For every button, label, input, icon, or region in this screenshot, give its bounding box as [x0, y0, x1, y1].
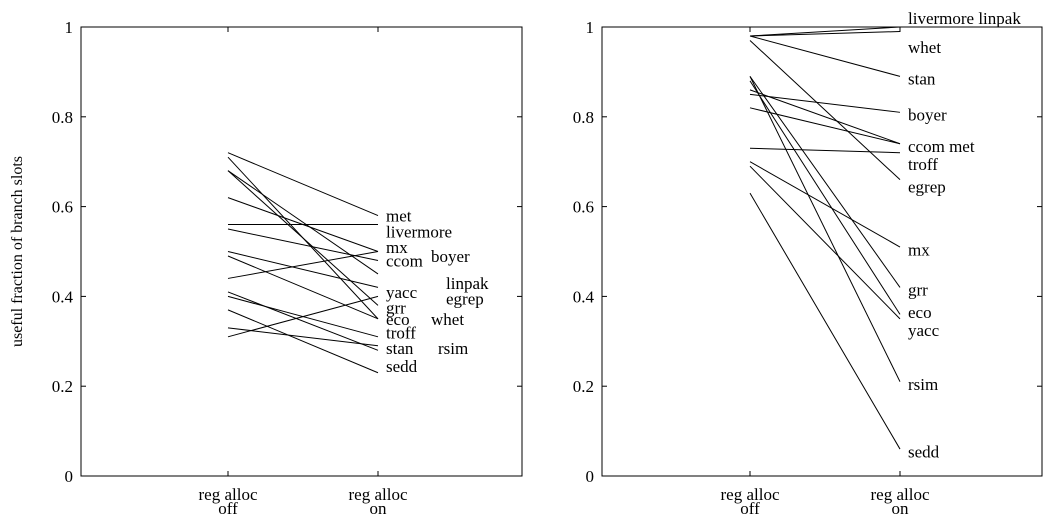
series-line-boyer — [227, 251, 379, 279]
series-line-eco — [227, 255, 379, 320]
y-tick-label: 0.6 — [52, 198, 73, 217]
y-tick-label: 1 — [65, 18, 74, 37]
x-category-label: reg alloc — [199, 485, 258, 504]
series-label-linpak: linpak — [446, 274, 489, 293]
plot-frame — [601, 26, 1043, 477]
series-line-ccom — [749, 89, 901, 145]
x-category-label: reg alloc — [349, 485, 408, 504]
series-label-mx: mx — [386, 238, 408, 257]
series-line-met — [227, 152, 379, 217]
y-tick-label: 0.8 — [573, 108, 594, 127]
series-label-whet: whet — [431, 310, 464, 329]
series-label-boyer: boyer — [431, 247, 470, 266]
x-category-label: reg alloc — [871, 485, 930, 504]
series-line-yacc — [227, 251, 379, 288]
y-tick-label: 0.2 — [573, 377, 594, 396]
series-label: troff — [908, 155, 938, 174]
x-category-label: reg alloc — [721, 485, 780, 504]
y-tick-label: 0 — [65, 467, 74, 486]
series-label: livermore linpak — [908, 9, 1021, 28]
series-label-met: met — [386, 207, 412, 226]
series-label: stan — [908, 70, 936, 89]
series-line-linpak — [227, 170, 379, 275]
series-label-eco: eco — [386, 310, 410, 329]
y-tick-label: 0.6 — [573, 198, 594, 217]
plot-frame — [80, 26, 523, 477]
x-category-label: off — [740, 499, 760, 518]
y-tick-label: 0.2 — [52, 377, 73, 396]
series-line-mx — [749, 161, 901, 248]
series-label-ccom: ccom — [386, 251, 423, 270]
series-label-egrep: egrep — [446, 290, 484, 309]
series-label: eco — [908, 303, 932, 322]
x-category-label: off — [218, 499, 238, 518]
series-line-stan — [749, 35, 901, 77]
series-label-yacc: yacc — [386, 283, 418, 302]
series-label: grr — [908, 281, 928, 300]
series-line-rsim — [227, 327, 379, 347]
series-line-whet — [227, 156, 379, 320]
series-line-eco — [749, 80, 901, 315]
y-tick-label: 0 — [586, 467, 595, 486]
series-label-troff: troff — [386, 323, 416, 342]
series-label-stan: stan — [386, 339, 414, 358]
y-tick-label: 1 — [586, 18, 595, 37]
series-label: sedd — [908, 442, 940, 461]
x-category-label: on — [370, 499, 388, 518]
series-line-whet — [749, 30, 901, 37]
series-label: ccom met — [908, 137, 975, 156]
series-line-grr — [749, 76, 901, 288]
series-line-sedd — [227, 309, 379, 374]
series-line-boyer — [749, 93, 901, 113]
series-label: boyer — [908, 106, 947, 125]
series-label: rsim — [908, 375, 938, 394]
series-label: egrep — [908, 177, 946, 196]
series-line-met — [749, 107, 901, 145]
series-label-grr: grr — [386, 299, 406, 318]
series-label: mx — [908, 240, 930, 259]
series-line-egrep — [749, 40, 901, 181]
series-line-yacc — [749, 165, 901, 320]
y-tick-label: 0.4 — [573, 287, 595, 306]
series-line-ccom — [227, 228, 379, 261]
series-line-stan — [227, 291, 379, 351]
series-line-sedd — [749, 192, 901, 450]
series-label-livermore: livermore — [386, 222, 452, 241]
series-label-sedd: sedd — [386, 357, 418, 376]
series-line-rsim — [749, 76, 901, 382]
x-category-label: on — [892, 499, 910, 518]
series-line-mx — [227, 197, 379, 252]
series-line-troff — [749, 147, 901, 154]
series-label: whet — [908, 38, 941, 57]
series-label-rsim: rsim — [438, 339, 468, 358]
series-label: yacc — [908, 321, 940, 340]
series-line-troff — [227, 295, 379, 338]
y-axis-title: useful fraction of branch slots — [9, 156, 26, 347]
series-line-livermore — [749, 26, 901, 37]
y-tick-label: 0.8 — [52, 108, 73, 127]
y-tick-label: 0.4 — [52, 287, 74, 306]
